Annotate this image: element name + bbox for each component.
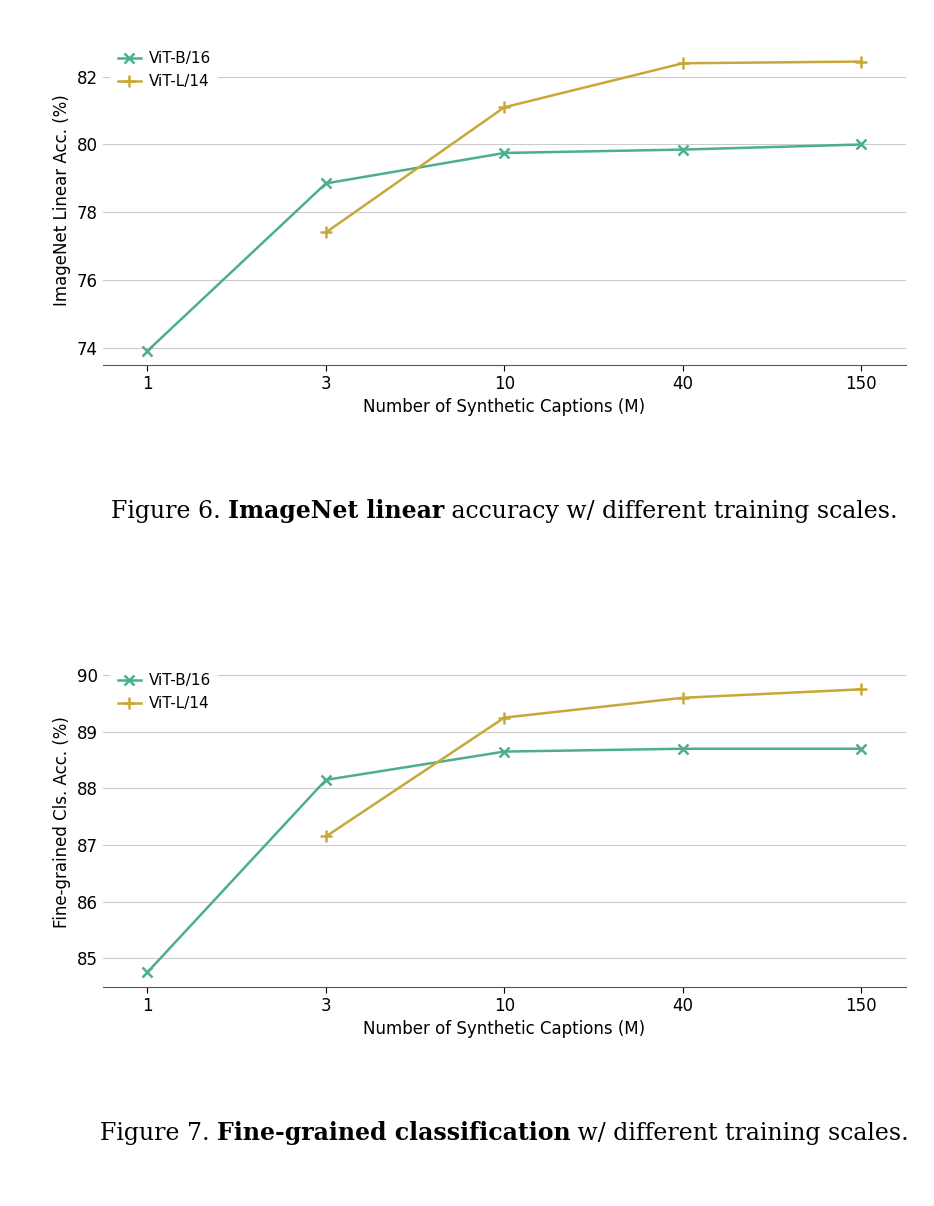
ViT-L/14 [320,830,332,844]
Legend: ViT-B/16, ViT-L/14: ViT-B/16, ViT-L/14 [110,666,219,719]
Line: ViT-L/14: ViT-L/14 [320,684,867,842]
Y-axis label: Fine-grained Cls. Acc. (%): Fine-grained Cls. Acc. (%) [53,716,71,929]
ViT-L/14 [856,54,867,69]
ViT-B/16 [142,965,153,979]
Line: ViT-L/14: ViT-L/14 [320,55,867,238]
Text: Figure 6.: Figure 6. [111,499,228,523]
ViT-L/14 [677,691,688,706]
X-axis label: Number of Synthetic Captions (M): Number of Synthetic Captions (M) [363,1020,645,1038]
ViT-B/16 [320,773,332,788]
ViT-B/16 [499,146,510,160]
ViT-B/16 [320,176,332,191]
ViT-L/14 [499,710,510,725]
Line: ViT-B/16: ViT-B/16 [143,744,866,977]
ViT-B/16 [499,744,510,759]
ViT-L/14 [499,100,510,115]
ViT-L/14 [320,226,332,240]
Text: accuracy w/ different training scales.: accuracy w/ different training scales. [445,499,898,523]
Text: Figure 7.: Figure 7. [100,1122,217,1144]
ViT-L/14 [856,683,867,697]
Text: w/ different training scales.: w/ different training scales. [571,1122,909,1144]
Y-axis label: ImageNet Linear Acc. (%): ImageNet Linear Acc. (%) [53,94,71,306]
Legend: ViT-B/16, ViT-L/14: ViT-B/16, ViT-L/14 [110,43,219,96]
Text: Fine-grained classification: Fine-grained classification [217,1122,571,1146]
X-axis label: Number of Synthetic Captions (M): Number of Synthetic Captions (M) [363,398,645,416]
Text: ImageNet linear: ImageNet linear [228,499,445,523]
ViT-L/14 [677,55,688,70]
Line: ViT-B/16: ViT-B/16 [143,140,866,356]
ViT-B/16 [677,142,688,157]
ViT-B/16 [142,344,153,358]
ViT-B/16 [856,137,867,152]
ViT-B/16 [856,742,867,756]
ViT-B/16 [677,742,688,756]
